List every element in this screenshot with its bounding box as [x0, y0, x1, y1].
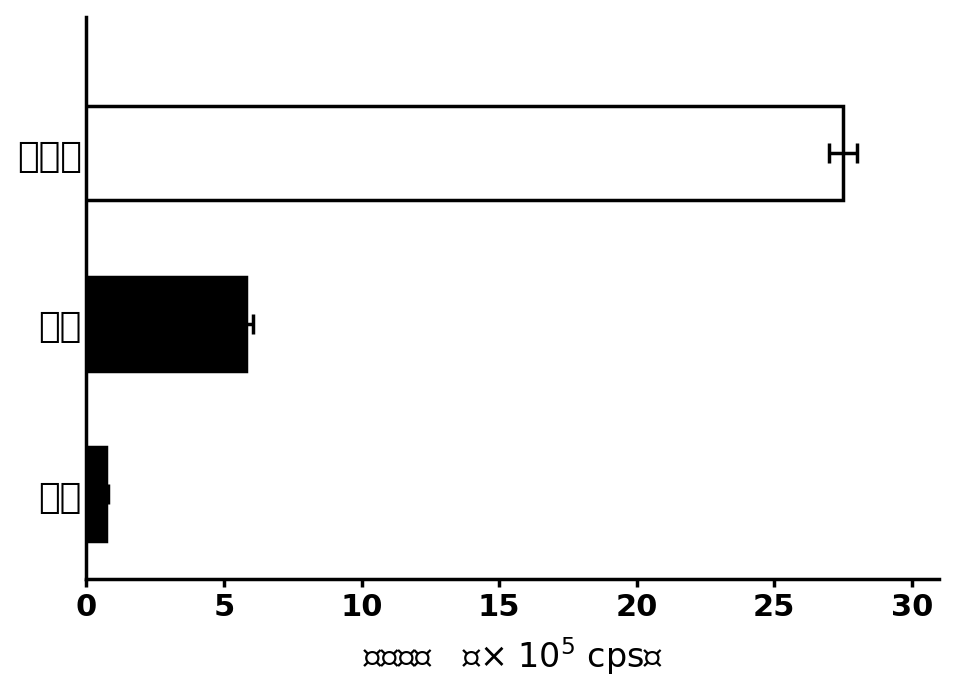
- Bar: [86, 447, 106, 541]
- Bar: [86, 277, 246, 371]
- X-axis label: 荧光强度   （× 10$^5$ cps）: 荧光强度 （× 10$^5$ cps）: [362, 636, 663, 677]
- Bar: [86, 106, 843, 200]
